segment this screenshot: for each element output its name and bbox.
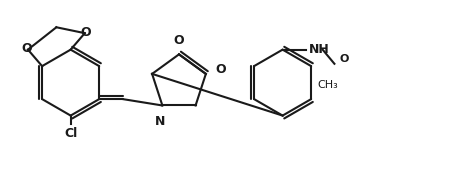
Text: Cl: Cl [64,127,77,140]
Text: N: N [155,115,165,128]
Text: O: O [215,63,226,76]
Text: O: O [22,42,32,55]
Text: O: O [81,26,91,39]
Text: O: O [174,34,184,47]
Text: NH: NH [309,43,329,56]
Text: O: O [339,54,349,64]
Text: CH₃: CH₃ [317,80,338,90]
